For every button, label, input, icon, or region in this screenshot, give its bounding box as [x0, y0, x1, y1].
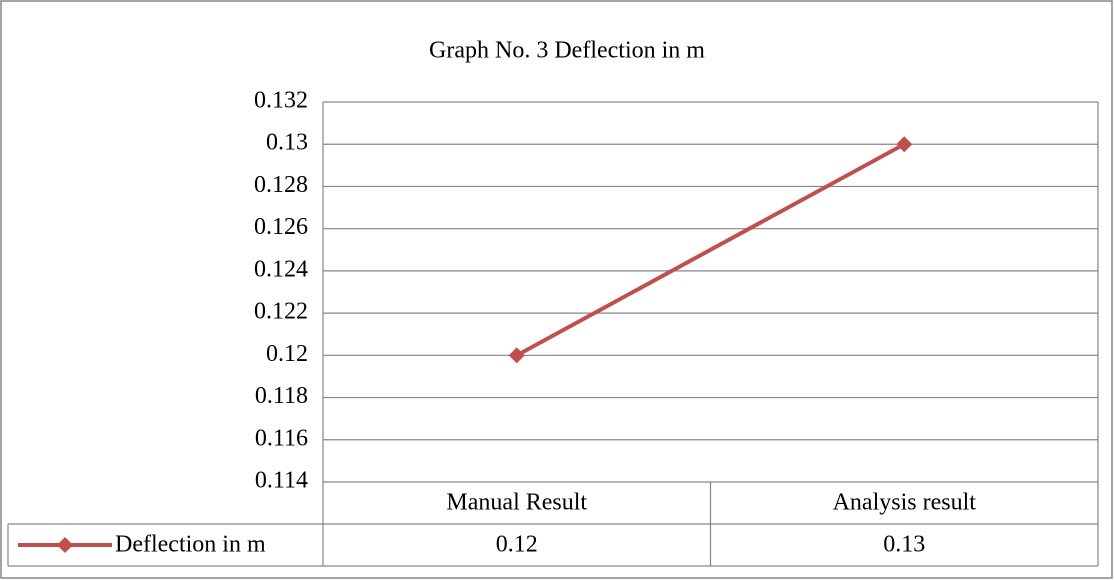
table-value: 0.12	[496, 532, 538, 558]
y-tick-label: 0.122	[254, 299, 308, 325]
data-line	[515, 142, 906, 358]
y-tick-label: 0.124	[254, 256, 308, 282]
marker	[896, 136, 913, 153]
legend-marker	[57, 537, 73, 553]
y-tick-label: 0.118	[255, 383, 308, 409]
x-tick-label: Analysis result	[833, 490, 977, 516]
table-value: 0.13	[883, 532, 925, 558]
y-tick-label: 0.128	[254, 172, 308, 198]
chart-title: Graph No. 3 Deflection in m	[429, 38, 705, 64]
y-tick-label: 0.12	[266, 341, 308, 367]
legend-label: Deflection in m	[115, 532, 266, 558]
x-tick-label: Manual Result	[446, 490, 587, 516]
marker	[508, 347, 525, 364]
y-tick-label: 0.13	[266, 130, 308, 156]
y-tick-label: 0.114	[255, 468, 308, 494]
y-tick-label: 0.126	[254, 214, 308, 240]
y-tick-label: 0.132	[254, 88, 308, 114]
y-tick-label: 0.116	[255, 425, 308, 451]
